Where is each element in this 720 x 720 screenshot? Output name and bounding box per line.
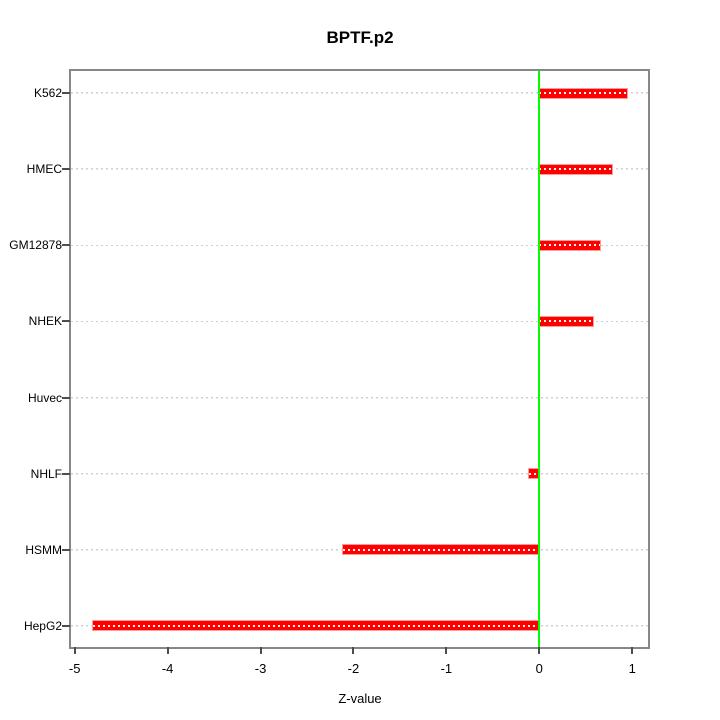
y-label-hepg2: HepG2 xyxy=(23,618,62,633)
y-label-hmec: HMEC xyxy=(26,162,62,177)
y-label-nhek: NHEK xyxy=(28,314,62,329)
y-tick-hmec xyxy=(62,168,70,171)
x-tick-0 xyxy=(538,647,541,654)
x-tick-label--3: -3 xyxy=(254,661,267,676)
x-tick-label--5: -5 xyxy=(68,661,81,676)
y-label-nhlf: NHLF xyxy=(30,466,62,481)
x-axis-title: Z-value xyxy=(338,691,382,706)
y-label-k562: K562 xyxy=(33,86,62,100)
x-tick--3 xyxy=(259,647,262,654)
x-tick-label--1: -1 xyxy=(440,661,453,676)
x-tick--4 xyxy=(166,647,169,654)
y-label-gm12878: GM12878 xyxy=(9,238,62,253)
bar-hepg2 xyxy=(92,620,541,632)
bar-center-dots xyxy=(93,624,540,627)
gridline-k562 xyxy=(71,92,648,94)
y-label-huvec: Huvec xyxy=(27,390,62,405)
bar-gm12878 xyxy=(538,239,601,251)
gridline-nhlf xyxy=(71,472,648,475)
zero-reference-line xyxy=(538,71,541,647)
bar-center-dots xyxy=(539,168,612,171)
y-tick-huvec xyxy=(62,396,70,399)
bar-center-dots xyxy=(539,92,627,94)
bar-center-dots xyxy=(539,320,594,323)
x-tick--1 xyxy=(445,647,448,654)
y-tick-hsmm xyxy=(62,548,70,551)
y-tick-nhlf xyxy=(62,472,70,475)
y-tick-gm12878 xyxy=(62,244,70,247)
x-tick-label-1: 1 xyxy=(628,661,636,676)
plot-area xyxy=(69,69,650,649)
bar-center-dots xyxy=(539,244,600,247)
bar-k562 xyxy=(538,87,628,99)
chart-title: BPTF.p2 xyxy=(326,28,394,47)
bar-center-dots xyxy=(529,472,540,475)
bar-hsmm xyxy=(342,544,541,556)
x-tick-label-0: 0 xyxy=(535,661,543,676)
gridline-gm12878 xyxy=(71,244,648,247)
bar-hmec xyxy=(538,163,613,175)
x-tick-1 xyxy=(631,647,634,654)
x-tick-label--2: -2 xyxy=(347,661,360,676)
x-tick--2 xyxy=(352,647,355,654)
bar-center-dots xyxy=(343,548,540,551)
gridline-nhek xyxy=(71,320,648,323)
y-tick-hepg2 xyxy=(62,624,70,627)
y-label-hsmm: HSMM xyxy=(25,542,62,557)
y-tick-nhek xyxy=(62,320,70,323)
x-tick--5 xyxy=(73,647,76,654)
bar-nhek xyxy=(538,315,595,327)
x-tick-label--4: -4 xyxy=(161,661,174,676)
y-tick-k562 xyxy=(62,92,70,94)
gridline-huvec xyxy=(71,396,648,399)
gridline-hmec xyxy=(71,168,648,171)
